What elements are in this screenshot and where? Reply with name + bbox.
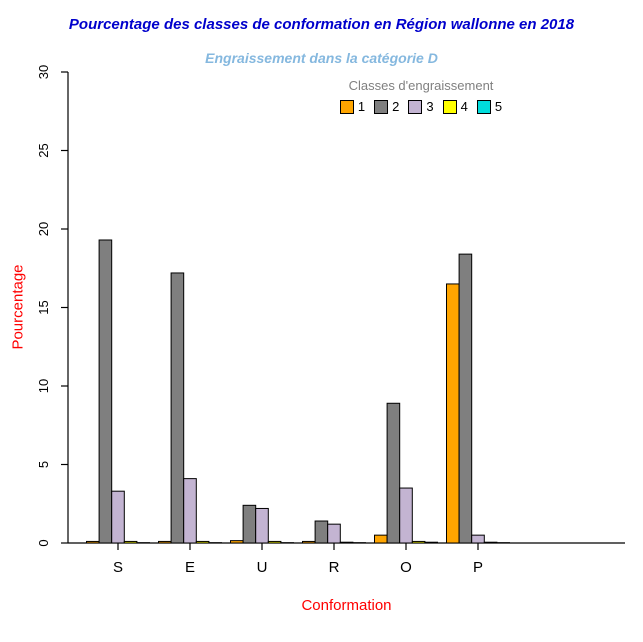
- y-tick-label: 10: [36, 379, 51, 393]
- y-tick-label: 25: [36, 143, 51, 157]
- legend-item-2: 2: [374, 99, 399, 114]
- x-category-label: E: [185, 559, 195, 576]
- x-category-label: U: [257, 559, 268, 576]
- legend-swatch-1: [339, 99, 354, 114]
- bar-R-1: [302, 540, 316, 544]
- y-tick-label: 20: [36, 222, 51, 236]
- y-tick-label: 0: [36, 539, 51, 546]
- legend-item-3: 3: [408, 99, 434, 114]
- bar-O-1: [374, 534, 388, 544]
- legend-item-1: 1: [339, 99, 366, 114]
- bar-P-4: [483, 541, 498, 544]
- x-axis-label: Conformation: [301, 597, 392, 614]
- bar-U-3: [255, 507, 269, 544]
- bar-E-2: [170, 272, 185, 544]
- bar-S-3: [111, 490, 125, 544]
- bar-R-4: [339, 541, 354, 544]
- bar-E-4: [195, 540, 210, 544]
- bar-S-4: [123, 540, 138, 544]
- bar-P-1: [446, 283, 460, 544]
- x-category-label: S: [113, 559, 123, 576]
- bar-R-2: [314, 520, 329, 544]
- legend-swatch-4: [442, 99, 457, 114]
- bar-P-3: [471, 534, 485, 544]
- legend-label-2: 2: [392, 99, 400, 114]
- legend-item-5: 5: [476, 99, 503, 114]
- legend-label-4: 4: [460, 99, 468, 114]
- x-category-label: O: [400, 559, 412, 576]
- legend-label-1: 1: [357, 99, 366, 114]
- bar-R-3: [327, 523, 341, 544]
- legend: Classes d'engraissement 1 2 3 4 5: [316, 78, 526, 114]
- y-tick-label: 30: [36, 65, 51, 79]
- legend-item-4: 4: [442, 99, 468, 114]
- legend-items: 1 2 3 4 5: [316, 99, 526, 114]
- x-category-label: P: [473, 559, 483, 576]
- legend-swatch-3: [408, 99, 423, 114]
- bar-O-3: [399, 487, 413, 544]
- legend-title: Classes d'engraissement: [348, 78, 494, 93]
- legend-swatch-2: [374, 99, 389, 114]
- legend-label-3: 3: [426, 99, 434, 114]
- bar-E-1: [158, 540, 172, 544]
- bar-O-2: [386, 402, 401, 544]
- y-tick-label: 15: [36, 300, 51, 314]
- bar-U-1: [230, 540, 244, 544]
- legend-label-5: 5: [494, 99, 503, 114]
- bar-S-2: [98, 239, 113, 544]
- chart-title: Pourcentage des classes de conformation …: [68, 16, 575, 33]
- bar-O-4: [411, 540, 426, 544]
- bar-S-1: [86, 540, 100, 544]
- bar-E-3: [183, 478, 197, 544]
- y-tick-label: 5: [36, 461, 51, 468]
- legend-swatch-5: [476, 99, 491, 114]
- bar-U-2: [242, 504, 257, 544]
- chart-subtitle: Engraissement dans la catégorie D: [205, 50, 438, 66]
- bar-P-2: [458, 253, 473, 544]
- bar-U-4: [267, 540, 282, 544]
- bar-O-5: [424, 541, 438, 544]
- x-category-label: R: [329, 559, 340, 576]
